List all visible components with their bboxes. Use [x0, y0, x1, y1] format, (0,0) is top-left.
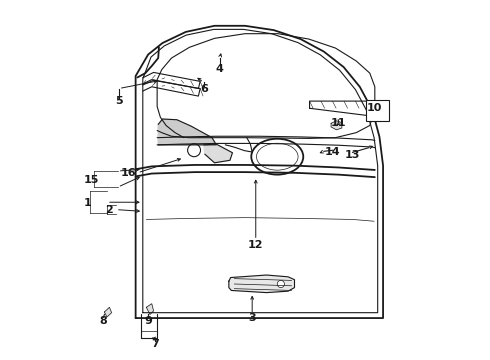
- Polygon shape: [147, 304, 153, 315]
- Text: 12: 12: [248, 239, 264, 249]
- FancyBboxPatch shape: [366, 100, 389, 121]
- Text: 13: 13: [345, 150, 360, 160]
- Polygon shape: [204, 144, 232, 163]
- Text: 6: 6: [200, 84, 208, 94]
- Polygon shape: [158, 119, 216, 145]
- Text: 7: 7: [151, 339, 159, 349]
- Text: 1: 1: [83, 198, 91, 208]
- Text: 4: 4: [216, 64, 224, 74]
- Text: 11: 11: [330, 118, 346, 128]
- Polygon shape: [331, 121, 342, 130]
- Circle shape: [277, 280, 285, 288]
- Text: 10: 10: [367, 103, 382, 113]
- Polygon shape: [229, 275, 294, 293]
- Text: 5: 5: [115, 96, 122, 106]
- Text: 3: 3: [248, 313, 256, 323]
- Text: 14: 14: [325, 147, 341, 157]
- Text: 9: 9: [144, 316, 152, 325]
- Text: 15: 15: [84, 175, 99, 185]
- Text: 8: 8: [99, 316, 107, 325]
- Text: 16: 16: [121, 168, 136, 178]
- Polygon shape: [104, 307, 112, 317]
- Text: 2: 2: [105, 206, 113, 216]
